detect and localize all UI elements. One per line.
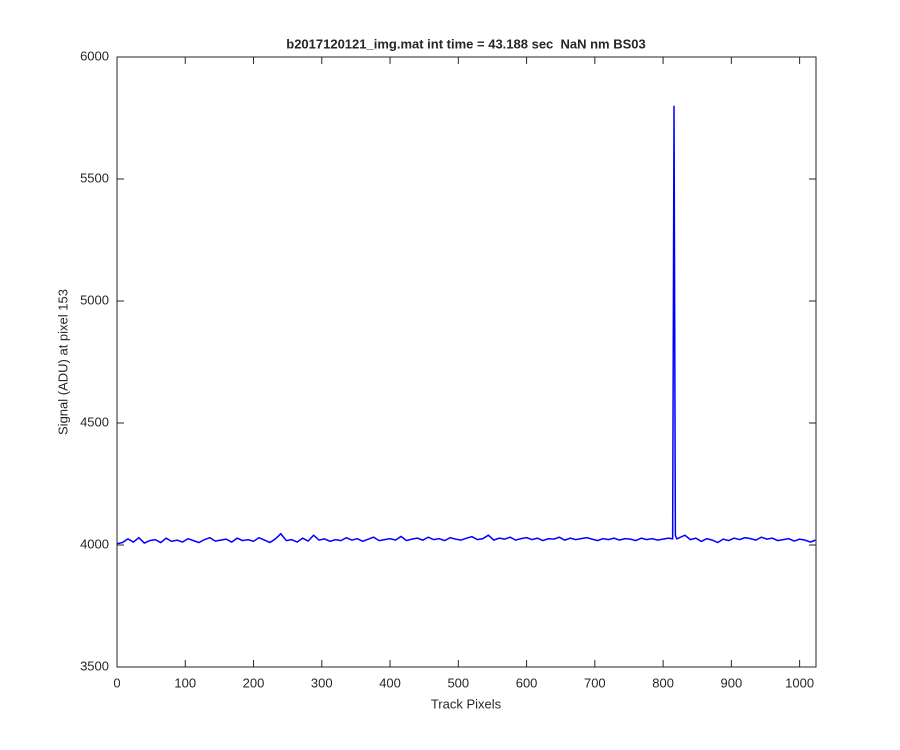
x-tick-label: 100 bbox=[174, 675, 196, 690]
data-line bbox=[116, 105, 816, 545]
y-tick-label: 5000 bbox=[80, 292, 109, 307]
y-tick-label: 5500 bbox=[80, 170, 109, 185]
x-tick-label: 700 bbox=[584, 675, 606, 690]
x-tick-label: 300 bbox=[311, 675, 333, 690]
y-tick-label: 4000 bbox=[80, 536, 109, 551]
axes-box bbox=[116, 56, 817, 668]
chart-title: b2017120121_img.mat int time = 43.188 se… bbox=[286, 36, 646, 51]
y-axis-label: Signal (ADU) at pixel 153 bbox=[55, 289, 70, 435]
y-tick-label: 4500 bbox=[80, 414, 109, 429]
y-tick-label: 6000 bbox=[80, 48, 109, 63]
x-tick-label: 600 bbox=[516, 675, 538, 690]
x-axis-label: Track Pixels bbox=[431, 696, 502, 711]
x-tick-label: 500 bbox=[447, 675, 469, 690]
x-tick-label: 1000 bbox=[785, 675, 814, 690]
x-tick-label: 900 bbox=[721, 675, 743, 690]
y-tick-label: 3500 bbox=[80, 658, 109, 673]
x-tick-label: 200 bbox=[243, 675, 265, 690]
x-tick-label: 400 bbox=[379, 675, 401, 690]
x-tick-label: 800 bbox=[652, 675, 674, 690]
x-tick-label: 0 bbox=[113, 675, 120, 690]
